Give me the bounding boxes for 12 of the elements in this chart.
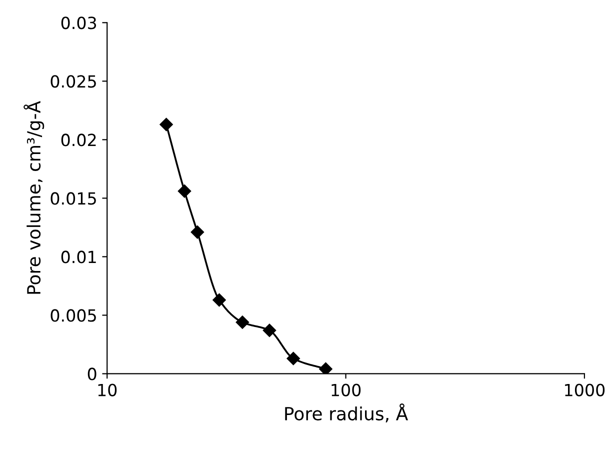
x-tick-label: 10 (98, 384, 117, 396)
y-tick-label: 0.015 (50, 192, 96, 205)
y-tick-label: 0.02 (61, 134, 96, 146)
y-tick-label: 0.005 (50, 309, 96, 322)
x-tick-label: 1000 (565, 384, 605, 396)
y-tick-label: 0.025 (50, 75, 96, 88)
y-tick-label: 0.03 (61, 16, 96, 30)
y-tick-label: 0 (88, 368, 96, 380)
y-tick-label: 0.01 (61, 250, 96, 264)
x-tick-label: 100 (332, 384, 361, 396)
x-axis-title: Pore radius, Å (285, 403, 408, 422)
y-axis-title: Pore volume, cm³/g-Å (24, 101, 44, 294)
